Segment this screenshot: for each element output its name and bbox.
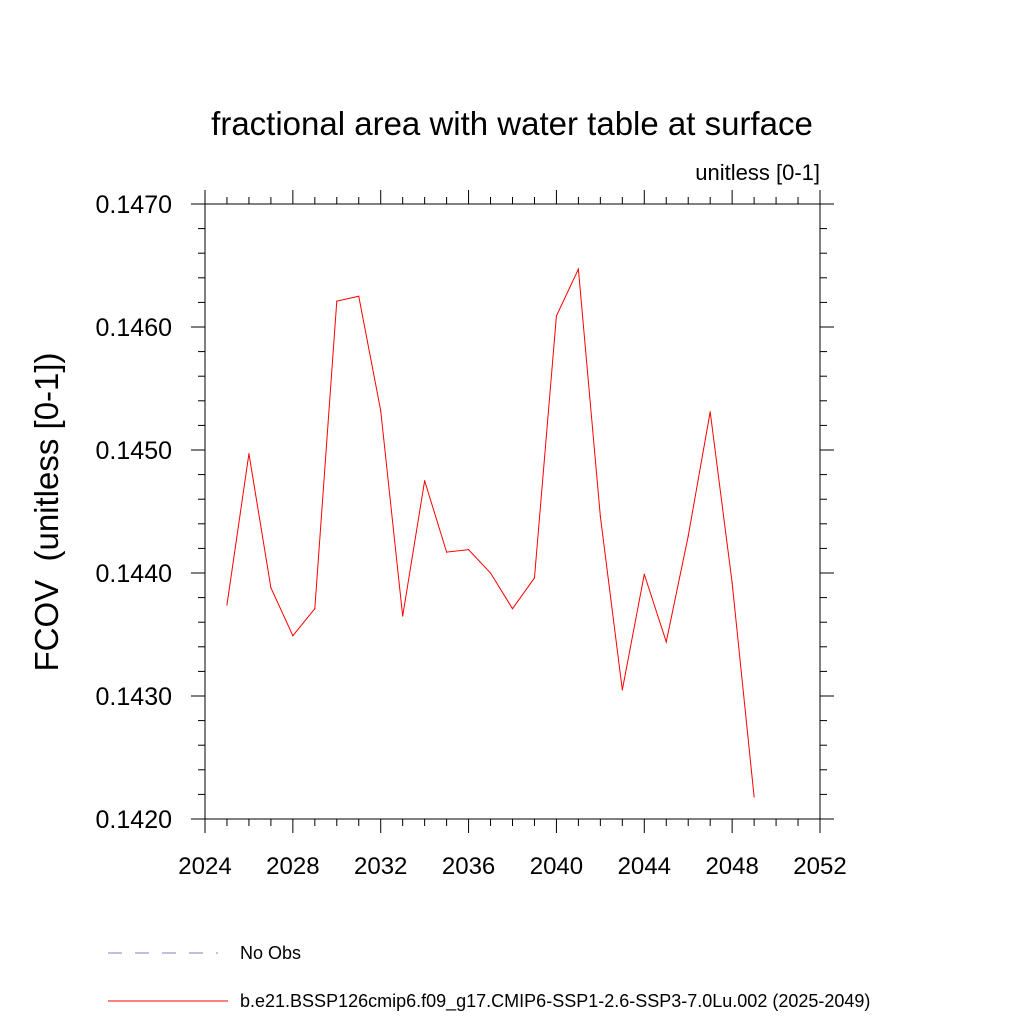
data-point [380, 410, 382, 412]
data-point [577, 268, 579, 270]
data-point [511, 608, 514, 610]
y-tick-label: 0.1420 [96, 806, 172, 834]
x-tick-label: 2040 [530, 853, 583, 880]
plot-frame [204, 203, 821, 820]
y-tick-label: 0.1450 [96, 437, 172, 465]
data-point [226, 604, 228, 606]
y-axis-label: FCOV (unitless [0-1]) [28, 352, 65, 671]
data-point [709, 411, 711, 413]
data-point [446, 551, 448, 553]
series-layer [226, 267, 755, 798]
y-tick-label: 0.1440 [96, 560, 172, 588]
y-tick-label: 0.1430 [96, 683, 172, 711]
data-point [358, 295, 360, 297]
x-tick-label: 2032 [354, 853, 407, 880]
data-point [731, 582, 733, 584]
data-point [248, 453, 250, 455]
data-point [489, 572, 492, 574]
data-point [292, 635, 294, 637]
data-point [336, 300, 338, 302]
x-tick-label: 2048 [705, 853, 758, 880]
x-tick-label: 2024 [178, 853, 231, 880]
units-label: unitless [0-1] [695, 160, 820, 185]
chart-title: fractional area with water table at surf… [211, 105, 813, 142]
legend: No Obs b.e21.BSSP126cmip6.f09_g17.CMIP6-… [108, 943, 870, 1012]
legend-label-series: b.e21.BSSP126cmip6.f09_g17.CMIP6-SSP1-2.… [240, 991, 870, 1012]
data-point [555, 315, 558, 317]
data-point [665, 641, 667, 643]
legend-label-no-obs: No Obs [240, 943, 301, 963]
data-point [424, 480, 426, 482]
x-tick-label: 2028 [266, 853, 319, 880]
data-point [533, 577, 536, 579]
data-point [621, 689, 623, 691]
data-point [643, 573, 645, 575]
x-tick-label: 2044 [618, 853, 671, 880]
data-point [753, 796, 755, 798]
x-tick-label: 2052 [793, 853, 846, 880]
y-tick-label: 0.1470 [96, 191, 172, 219]
data-point [270, 587, 272, 589]
data-point [402, 615, 404, 617]
data-point [599, 515, 601, 518]
x-tick-label: 2036 [442, 853, 495, 880]
y-tick-label: 0.1460 [96, 314, 172, 342]
data-point [687, 535, 689, 537]
data-point [467, 549, 470, 551]
axes-group: 2024 2028 2032 2036 2040 2044 2048 2052 0.1420 0.… [96, 190, 847, 880]
data-point [314, 608, 316, 610]
series-line-0 [226, 267, 755, 797]
